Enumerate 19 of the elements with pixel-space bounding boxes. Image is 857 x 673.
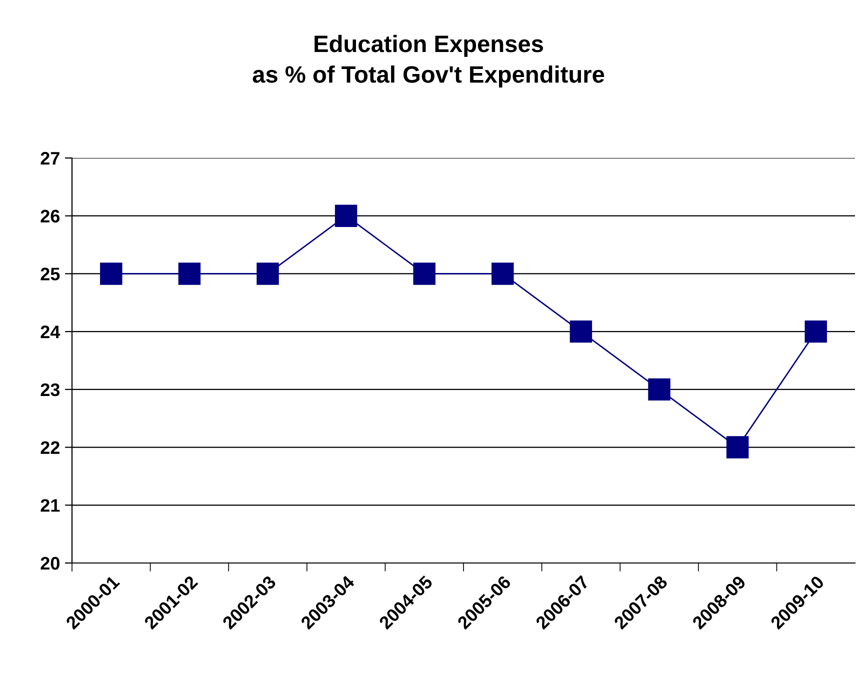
point	[413, 262, 436, 285]
point	[492, 262, 514, 285]
point	[100, 262, 122, 285]
point	[726, 436, 749, 458]
point	[256, 262, 279, 285]
point	[178, 262, 201, 285]
y-tick-label: 22	[40, 441, 60, 454]
point	[804, 320, 827, 343]
point	[570, 320, 592, 343]
chart-title: Education Expenses as % of Total Gov't Expenditure	[252, 34, 604, 88]
point	[334, 204, 358, 227]
y-tick-label: 24	[40, 326, 60, 338]
y-tick-label: 20	[40, 556, 60, 570]
point	[648, 378, 670, 401]
y-tick-label: 23	[40, 383, 60, 396]
y-tick-label: 27	[40, 152, 60, 165]
y-tick-label: 21	[40, 499, 60, 512]
y-tick-label: 25	[40, 268, 60, 280]
y-tick-label: 26	[40, 210, 60, 223]
